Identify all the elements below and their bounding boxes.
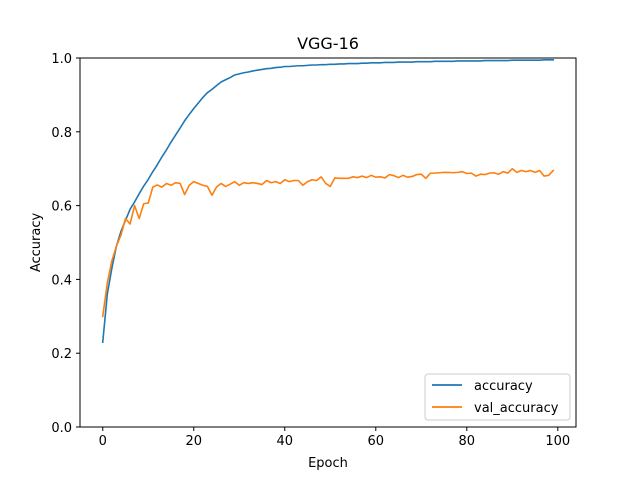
- x-axis-label: Epoch: [308, 456, 348, 471]
- y-tick-label: 0.2: [51, 347, 72, 362]
- x-tick-label: 100: [545, 434, 570, 449]
- x-tick-label: 40: [276, 434, 293, 449]
- legend: accuracy val_accuracy: [424, 373, 571, 421]
- plot-area: [101, 59, 555, 344]
- axes: 0 20 40 60 80 100 0.0 0.2 0.4 0.6 0.8 1.0: [51, 52, 570, 449]
- y-tick-label: 0.0: [51, 421, 72, 436]
- x-tick-label: 80: [459, 434, 476, 449]
- x-tick-label: 0: [99, 434, 107, 449]
- x-tick-label: 60: [368, 434, 385, 449]
- y-tick-label: 1.0: [51, 52, 72, 67]
- y-tick-label: 0.4: [51, 273, 72, 288]
- y-tick-label: 0.8: [51, 126, 72, 141]
- chart-title: VGG-16: [297, 34, 359, 53]
- plot-frame: [79, 57, 577, 428]
- y-tick-label: 0.6: [51, 200, 72, 215]
- y-axis-label: Accuracy: [29, 213, 44, 273]
- series-line-val-accuracy: [101, 167, 555, 318]
- series-line-accuracy: [101, 59, 555, 344]
- legend-label-val-accuracy: val_accuracy: [474, 401, 559, 416]
- x-tick-label: 20: [185, 434, 202, 449]
- legend-label-accuracy: accuracy: [474, 379, 533, 394]
